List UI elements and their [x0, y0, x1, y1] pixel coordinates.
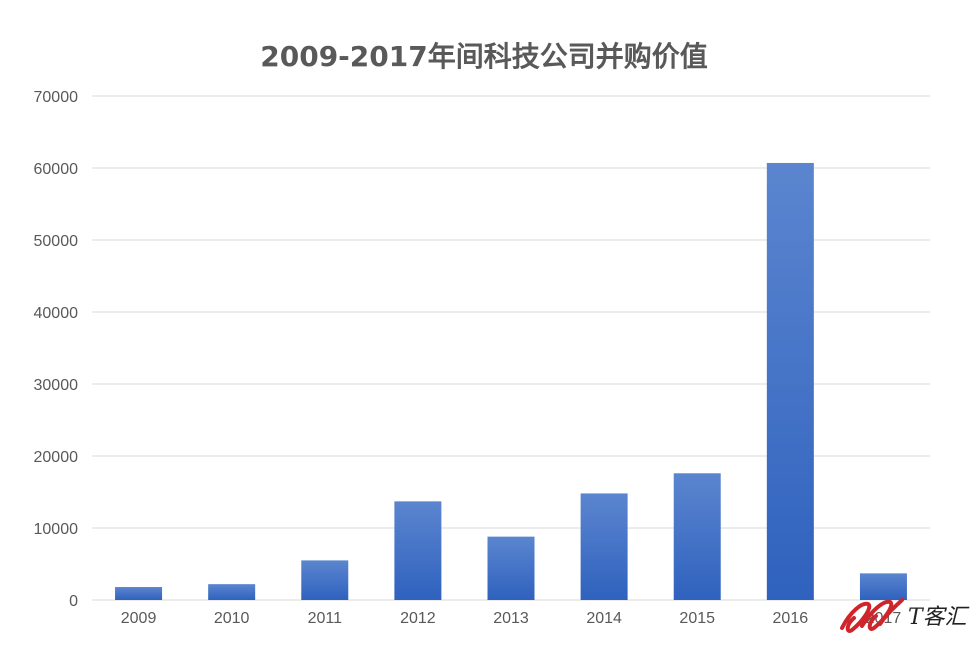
y-tick-label: 10000 [34, 521, 79, 538]
bar-2012 [394, 501, 442, 600]
bar-2015 [673, 473, 721, 600]
bar-2016 [766, 162, 814, 600]
y-tick-label: 30000 [34, 377, 79, 394]
bar-2013 [487, 536, 535, 600]
bar-2009 [115, 587, 163, 600]
bar-2011 [301, 560, 349, 600]
chart-title: 2009-2017年间科技公司并购价值 [260, 40, 707, 73]
x-tick-label: 2011 [308, 610, 343, 627]
y-tick-label: 50000 [34, 233, 79, 250]
x-tick-label: 2010 [214, 610, 250, 627]
watermark-logo: T客汇 [840, 598, 970, 633]
x-axis-ticks: 2009 2010 2011 2012 2013 2014 2015 2016 2017 [121, 610, 902, 627]
y-tick-label: 40000 [34, 305, 79, 322]
y-tick-label: 0 [69, 593, 78, 610]
watermark-logo-mark [840, 598, 904, 633]
x-tick-label: 2015 [679, 610, 715, 627]
x-tick-label: 2012 [400, 610, 436, 627]
bars [115, 162, 907, 600]
y-tick-label: 60000 [34, 161, 79, 178]
bar-2014 [580, 493, 628, 600]
x-tick-label: 2014 [586, 610, 622, 627]
watermark-text: T客汇 [908, 605, 970, 630]
y-axis-ticks: 0 10000 20000 30000 40000 50000 60000 70000 [34, 89, 79, 610]
y-tick-label: 20000 [34, 449, 79, 466]
bar-2010 [208, 584, 256, 600]
x-tick-label: 2016 [773, 610, 809, 627]
x-tick-label: 2013 [493, 610, 529, 627]
bar-2017 [859, 573, 907, 600]
gridlines [92, 95, 930, 601]
x-tick-label: 2009 [121, 610, 157, 627]
y-tick-label: 70000 [34, 89, 79, 106]
